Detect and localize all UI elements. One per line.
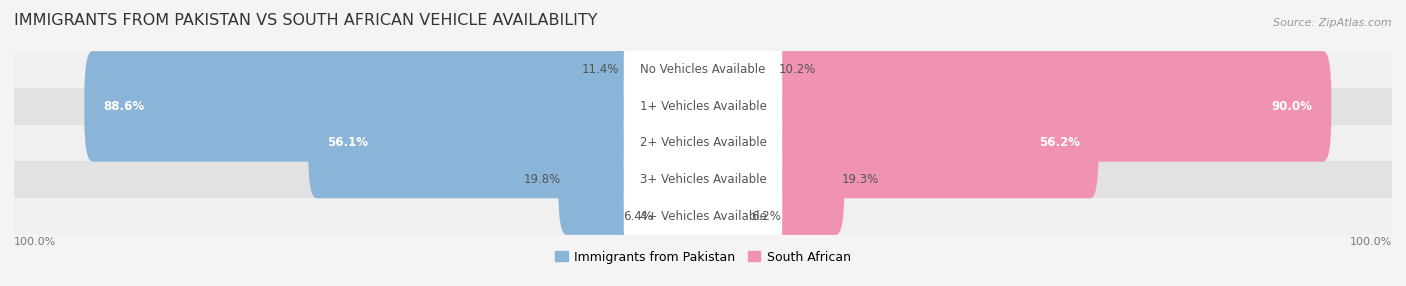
Bar xyxy=(14,51,1392,88)
Text: 19.8%: 19.8% xyxy=(524,173,561,186)
Bar xyxy=(14,125,1392,161)
FancyBboxPatch shape xyxy=(624,76,782,210)
FancyBboxPatch shape xyxy=(308,88,711,198)
Text: 6.4%: 6.4% xyxy=(623,210,654,223)
Text: 100.0%: 100.0% xyxy=(1350,237,1392,247)
Text: 56.1%: 56.1% xyxy=(326,136,368,150)
FancyBboxPatch shape xyxy=(651,161,711,271)
Text: Source: ZipAtlas.com: Source: ZipAtlas.com xyxy=(1274,18,1392,28)
Legend: Immigrants from Pakistan, South African: Immigrants from Pakistan, South African xyxy=(550,246,856,269)
FancyBboxPatch shape xyxy=(695,161,754,271)
FancyBboxPatch shape xyxy=(695,88,1098,198)
FancyBboxPatch shape xyxy=(616,15,711,125)
FancyBboxPatch shape xyxy=(695,15,782,125)
Text: 11.4%: 11.4% xyxy=(582,63,619,76)
FancyBboxPatch shape xyxy=(84,51,711,162)
Text: 100.0%: 100.0% xyxy=(14,237,56,247)
Text: 56.2%: 56.2% xyxy=(1039,136,1080,150)
Text: 6.2%: 6.2% xyxy=(751,210,782,223)
Bar xyxy=(14,161,1392,198)
Text: No Vehicles Available: No Vehicles Available xyxy=(640,63,766,76)
Text: 88.6%: 88.6% xyxy=(103,100,143,113)
Text: 19.3%: 19.3% xyxy=(841,173,879,186)
FancyBboxPatch shape xyxy=(624,3,782,137)
FancyBboxPatch shape xyxy=(695,124,844,235)
Text: 1+ Vehicles Available: 1+ Vehicles Available xyxy=(640,100,766,113)
Text: 10.2%: 10.2% xyxy=(779,63,815,76)
Text: 90.0%: 90.0% xyxy=(1272,100,1313,113)
FancyBboxPatch shape xyxy=(624,113,782,247)
Text: 3+ Vehicles Available: 3+ Vehicles Available xyxy=(640,173,766,186)
FancyBboxPatch shape xyxy=(695,51,1331,162)
FancyBboxPatch shape xyxy=(624,149,782,283)
Text: 4+ Vehicles Available: 4+ Vehicles Available xyxy=(640,210,766,223)
FancyBboxPatch shape xyxy=(624,39,782,173)
Text: IMMIGRANTS FROM PAKISTAN VS SOUTH AFRICAN VEHICLE AVAILABILITY: IMMIGRANTS FROM PAKISTAN VS SOUTH AFRICA… xyxy=(14,13,598,28)
Bar xyxy=(14,198,1392,235)
FancyBboxPatch shape xyxy=(558,124,711,235)
Bar xyxy=(14,88,1392,125)
Text: 2+ Vehicles Available: 2+ Vehicles Available xyxy=(640,136,766,150)
